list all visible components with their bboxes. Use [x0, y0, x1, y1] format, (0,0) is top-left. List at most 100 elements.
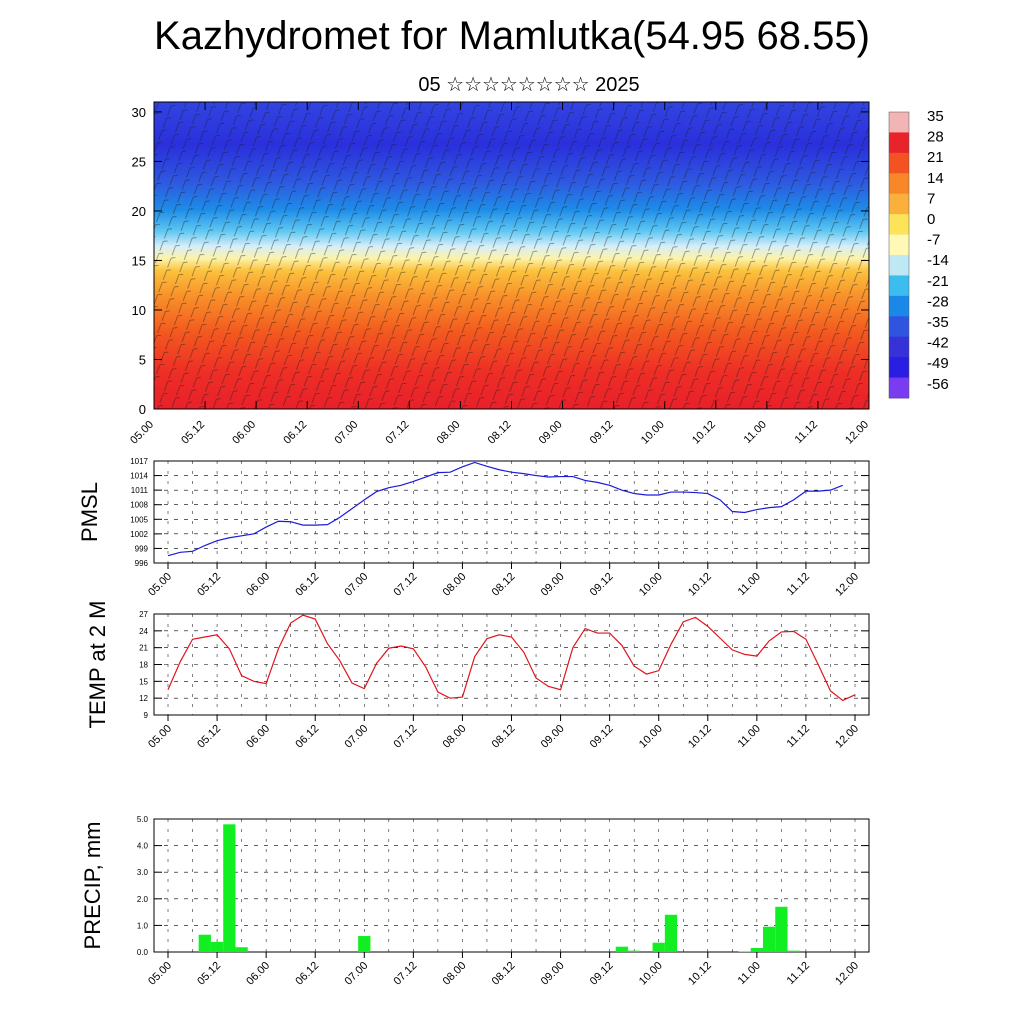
x-tick-label: 09.12 — [588, 571, 616, 599]
x-tick-label: 06.12 — [293, 723, 321, 751]
x-tick-label: 11.12 — [793, 419, 820, 446]
y-axis-label: TEMP at 2 M — [85, 601, 110, 729]
x-tick-label: 10.00 — [637, 960, 665, 988]
chart-subtitle: 05 ☆☆☆☆☆☆☆☆ 2025 — [418, 74, 640, 96]
x-tick-label: 05.12 — [179, 419, 207, 447]
x-tick-label: 12.00 — [843, 419, 871, 447]
y-tick-label: 15 — [139, 677, 148, 686]
x-tick-label: 09.00 — [537, 419, 565, 447]
colorbar-swatch — [889, 214, 909, 236]
x-tick-label: 05.00 — [146, 571, 174, 599]
precip-bar — [223, 824, 236, 952]
y-tick-label: 1008 — [130, 501, 148, 510]
colorbar-label: 14 — [927, 170, 944, 187]
x-tick-label: 10.12 — [686, 723, 714, 751]
y-tick-label: 1014 — [130, 472, 148, 481]
cross-section-panel: 0 5 10 15 20 25 30 05.00 05.12 06.00 06.12 07.00 07… — [128, 101, 871, 447]
x-tick-label: 11.12 — [785, 723, 812, 750]
x-tick-label: 06.12 — [293, 960, 321, 988]
x-tick-label: 07.00 — [342, 571, 370, 599]
colorbar-label: 35 — [927, 108, 944, 125]
x-tick-label: 10.12 — [690, 419, 718, 447]
x-tick-label: 09.00 — [539, 960, 567, 988]
x-tick-label: 09.12 — [588, 960, 616, 988]
precip-bar — [652, 942, 665, 952]
x-tick-label: 05.12 — [195, 723, 223, 751]
y-tick-label: 15 — [132, 253, 146, 268]
y-tick-label: 1011 — [131, 486, 149, 495]
y-tick-label: 1017 — [130, 457, 148, 466]
precip-bar — [787, 950, 800, 952]
x-tick-label: 08.00 — [441, 571, 469, 599]
y-tick-label: 10 — [132, 303, 146, 318]
x-tick-label: 10.00 — [637, 571, 665, 599]
precip-bar — [198, 934, 211, 952]
x-tick-label: 10.12 — [686, 960, 714, 988]
colorbar-label: 21 — [927, 149, 944, 166]
y-tick-label: 3.0 — [137, 868, 149, 877]
colorbar-swatch — [889, 295, 909, 317]
y-tick-label: 0.0 — [137, 948, 149, 957]
y-tick-label: 25 — [132, 154, 146, 169]
precip-bar — [358, 936, 371, 952]
y-tick-label: 5 — [139, 352, 146, 367]
colorbar-label: -7 — [927, 232, 940, 249]
y-axis-label: PRECIP, mm — [80, 822, 105, 950]
y-tick-label: 1005 — [130, 515, 148, 524]
x-tick-label: 07.00 — [342, 723, 370, 751]
series-line — [167, 461, 843, 557]
colorbar-swatch — [889, 275, 909, 297]
colorbar-label: 0 — [927, 211, 935, 228]
cross-section-y-axis: 0 5 10 15 20 25 30 — [132, 105, 869, 417]
y-tick-label: 996 — [135, 559, 149, 568]
y-tick-label: 9 — [144, 711, 149, 720]
x-tick-label: 09.00 — [539, 723, 567, 751]
x-tick-label: 07.12 — [392, 571, 420, 599]
x-tick-label: 07.00 — [342, 960, 370, 988]
chart-title: Kazhydromet for Mamlutka(54.95 68.55) — [154, 14, 870, 58]
colorbar-swatch — [889, 173, 909, 195]
y-tick-label: 21 — [139, 644, 148, 653]
x-tick-label: 12.00 — [833, 960, 861, 988]
y-tick-label: 999 — [135, 544, 149, 553]
x-tick-label: 08.00 — [435, 419, 463, 447]
precip-bar — [210, 941, 224, 952]
precip-bar — [628, 950, 641, 952]
colorbar-label: -21 — [927, 273, 949, 290]
colorbar-label: -49 — [927, 355, 949, 372]
precip-bar — [664, 914, 678, 952]
colorbar-label: -35 — [927, 314, 949, 331]
panel-frame — [153, 818, 870, 953]
x-tick-label: 05.00 — [146, 960, 174, 988]
x-tick-label: 11.00 — [736, 723, 763, 750]
precip-bar — [615, 946, 629, 952]
x-tick-label: 06.12 — [293, 571, 321, 599]
colorbar-frame — [888, 111, 910, 399]
colorbar-swatch — [889, 132, 909, 154]
precip-bar — [750, 948, 763, 952]
series-line — [167, 614, 856, 702]
x-tick-label: 09.12 — [588, 419, 616, 447]
colorbar: 35 28 21 14 7 0 -7 -14 -21 -28 -35 -42 -49 -56 — [888, 108, 949, 399]
x-tick-label: 08.12 — [490, 960, 518, 988]
x-tick-label: 07.12 — [384, 419, 412, 447]
y-tick-label: 2.0 — [137, 895, 149, 904]
x-tick-label: 06.00 — [244, 571, 272, 599]
colorbar-label: 7 — [927, 190, 935, 207]
colorbar-label: -28 — [927, 293, 949, 310]
colorbar-swatch — [889, 193, 909, 215]
x-tick-label: 05.12 — [195, 960, 223, 988]
y-tick-label: 30 — [132, 105, 146, 120]
colorbar-swatch — [889, 152, 909, 174]
temp-panel: 9 12 15 18 21 24 27 05.00 05.12 06.00 06.12 07.00 07… — [85, 601, 870, 751]
x-tick-label: 11.12 — [785, 960, 812, 987]
x-tick-label: 11.00 — [736, 960, 763, 987]
x-tick-label: 12.00 — [833, 723, 861, 751]
pmsl-panel: 996 999 1002 1005 1008 1011 1014 1017 05.00 05.12… — [77, 457, 870, 599]
y-tick-label: 12 — [139, 694, 148, 703]
x-tick-label: 09.12 — [588, 723, 616, 751]
x-tick-label: 05.12 — [195, 571, 223, 599]
colorbar-swatch — [889, 316, 909, 338]
x-tick-label: 07.00 — [332, 419, 360, 447]
